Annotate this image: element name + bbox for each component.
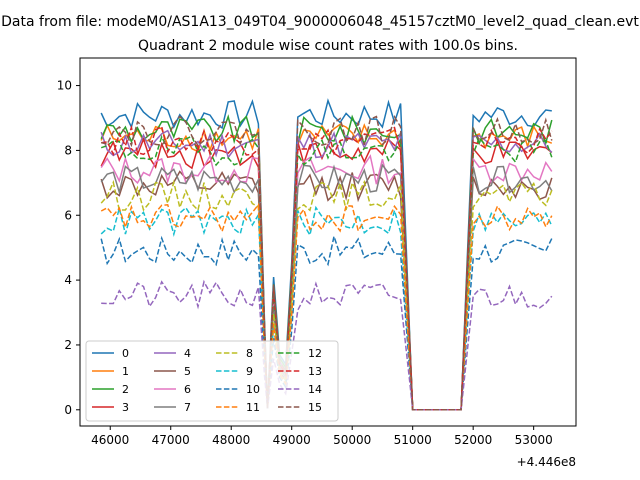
y-tick-label: 4	[64, 273, 72, 287]
series-line-9	[100, 205, 553, 411]
legend-label-5: 5	[184, 365, 191, 378]
series-line-6	[100, 153, 553, 411]
y-tick-label: 2	[64, 338, 72, 352]
x-tick-label: 51000	[394, 433, 432, 447]
plot-frame	[79, 57, 577, 427]
legend-label-14: 14	[308, 383, 322, 396]
x-tick-label: 50000	[333, 433, 371, 447]
series-line-7	[100, 163, 553, 411]
chart-title: Quadrant 2 module wise count rates with …	[138, 38, 518, 54]
legend-label-4: 4	[184, 347, 191, 360]
series-line-10	[100, 233, 553, 411]
y-tick-label: 0	[64, 403, 72, 417]
x-tick-label: 53000	[515, 433, 553, 447]
legend-label-15: 15	[308, 401, 322, 414]
x-offset-label: +4.446e8	[517, 455, 576, 469]
legend-label-8: 8	[246, 347, 253, 360]
axes-layer: 46000 47000 48000 49000 50000 51000 52000 53000…	[57, 79, 553, 447]
series-line-11	[100, 202, 553, 411]
y-tick-label: 6	[64, 208, 72, 222]
series-line-12	[100, 134, 553, 411]
legend-label-9: 9	[246, 365, 253, 378]
legend-box	[85, 340, 339, 422]
x-tick-label: 49000	[273, 433, 311, 447]
legend-label-11: 11	[246, 401, 260, 414]
series-line-8	[100, 179, 553, 411]
series-line-15	[101, 115, 553, 411]
legend-label-0: 0	[122, 347, 129, 360]
figure-suptitle: Data from file: modeM0/AS1A13_049T04_900…	[1, 14, 639, 30]
legend-label-1: 1	[122, 365, 129, 378]
x-tick-label: 46000	[91, 433, 129, 447]
legend-label-7: 7	[184, 401, 191, 414]
legend-label-12: 12	[308, 347, 322, 360]
legend-label-3: 3	[122, 401, 129, 414]
y-tick-label: 10	[57, 79, 72, 93]
y-tick-label: 8	[64, 143, 72, 157]
legend-label-10: 10	[246, 383, 260, 396]
x-tick-label: 48000	[212, 433, 250, 447]
legend-label-13: 13	[308, 365, 322, 378]
series-line-14	[101, 279, 553, 411]
x-tick-label: 47000	[152, 433, 190, 447]
series-layer	[100, 98, 553, 411]
legend-label-2: 2	[122, 383, 129, 396]
x-tick-label: 52000	[454, 433, 492, 447]
series-line-13	[101, 124, 553, 411]
legend-label-6: 6	[184, 383, 191, 396]
